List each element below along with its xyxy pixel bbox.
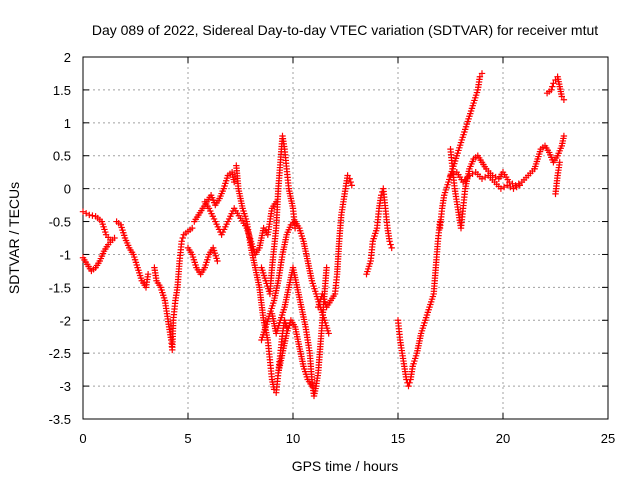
y-tick-label: -3.5: [49, 412, 71, 427]
plot-frame: [82, 56, 609, 420]
data-point: [388, 244, 395, 252]
x-tick-label: 5: [184, 431, 191, 446]
data-point: [406, 379, 413, 386]
data-point: [323, 264, 330, 271]
y-tick-label: 1.5: [53, 83, 71, 98]
data-point: [144, 271, 152, 278]
y-tick-label: -1.5: [49, 280, 71, 295]
data-points: [79, 70, 568, 400]
data-point: [325, 330, 332, 337]
data-point: [386, 238, 393, 245]
y-tick-label: 2: [64, 50, 71, 65]
y-tick-label: -0.5: [49, 215, 71, 230]
data-point: [560, 132, 568, 140]
data-point: [550, 80, 557, 87]
y-tick-label: -1: [59, 247, 71, 262]
data-point: [178, 238, 185, 245]
data-point: [346, 175, 353, 182]
data-point: [556, 159, 563, 166]
data-point: [344, 172, 351, 179]
x-axis-label: GPS time / hours: [292, 458, 399, 474]
data-point: [516, 182, 523, 189]
x-tick-label: 15: [391, 431, 405, 446]
y-tick-label: -2.5: [49, 346, 71, 361]
y-tick-label: -3: [59, 379, 71, 394]
data-point: [558, 93, 565, 100]
y-tick-label: 1: [64, 116, 71, 131]
data-point: [282, 320, 289, 327]
data-point: [308, 382, 316, 390]
y-ticks: -3.5 -3 -2.5 -2 -1.5 -1 -0.5 0 0.5 1 1.5 2: [49, 50, 608, 427]
x-tick-label: 0: [79, 431, 86, 446]
y-axis-label: SDTVAR / TECUs: [6, 182, 22, 294]
grid-lines: [83, 57, 608, 419]
data-point: [560, 96, 568, 103]
x-tick-label: 10: [286, 431, 300, 446]
data-point: [109, 236, 116, 244]
data-point: [189, 224, 196, 232]
y-tick-label: -2: [59, 313, 71, 328]
data-point: [548, 86, 555, 94]
data-point: [387, 241, 394, 248]
x-tick-label: 20: [496, 431, 510, 446]
y-tick-label: 0.5: [53, 149, 71, 164]
data-point: [476, 73, 484, 80]
data-point: [214, 257, 221, 265]
data-point: [89, 212, 96, 219]
x-tick-label: 25: [601, 431, 615, 446]
chart-title: Day 089 of 2022, Sidereal Day-to-day VTE…: [92, 22, 598, 38]
data-point: [348, 182, 355, 189]
data-point: [478, 70, 486, 77]
x-ticks: 0 5 10 15 20 25: [79, 57, 615, 446]
data-point: [179, 234, 186, 242]
data-point: [86, 211, 93, 219]
y-tick-label: 0: [64, 182, 71, 197]
data-point: [549, 83, 556, 90]
data-point: [231, 178, 238, 186]
data-point: [405, 382, 412, 390]
data-point: [347, 178, 354, 186]
